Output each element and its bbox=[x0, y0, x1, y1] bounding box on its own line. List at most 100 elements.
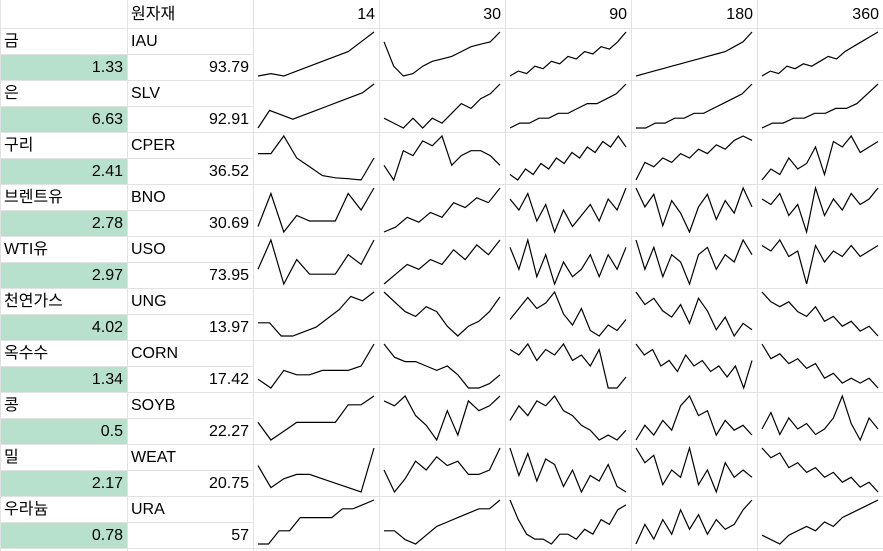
sparkline bbox=[761, 185, 879, 235]
sparkline bbox=[509, 31, 627, 77]
sparkline bbox=[761, 31, 879, 77]
commodity-name: 밀 bbox=[4, 448, 19, 466]
sparkline bbox=[761, 134, 879, 181]
change-cell bbox=[0, 418, 127, 444]
sparkline bbox=[635, 135, 753, 181]
change-value: 2.41 bbox=[92, 163, 123, 180]
commodity-name: 은 bbox=[4, 84, 19, 102]
change-value: 1.34 bbox=[92, 371, 123, 388]
ticker: WEAT bbox=[131, 449, 176, 466]
sparkline bbox=[509, 395, 627, 441]
price: 36.52 bbox=[209, 163, 249, 180]
price: 22.27 bbox=[209, 423, 249, 440]
sparkline bbox=[761, 343, 879, 389]
change-value: 2.78 bbox=[92, 215, 123, 232]
ticker: UNG bbox=[131, 293, 167, 310]
sparkline bbox=[383, 134, 501, 182]
sparkline bbox=[761, 499, 879, 545]
change-value: 2.97 bbox=[92, 267, 123, 284]
sparkline bbox=[635, 186, 753, 234]
sparkline bbox=[761, 238, 879, 285]
price: 93.79 bbox=[209, 59, 249, 76]
sparkline bbox=[509, 290, 627, 337]
ticker: CORN bbox=[131, 345, 178, 362]
change-cell bbox=[0, 210, 127, 236]
sparkline bbox=[509, 447, 627, 494]
sparkline bbox=[509, 187, 627, 234]
sparkline bbox=[509, 499, 627, 545]
change-value: 0.78 bbox=[92, 527, 123, 544]
sparkline bbox=[761, 447, 879, 493]
commodity-name: WTI유 bbox=[4, 241, 48, 258]
change-cell bbox=[0, 470, 127, 496]
period-header: 180 bbox=[726, 6, 753, 23]
price: 92.91 bbox=[209, 111, 249, 128]
commodity-name: 천연가스 bbox=[4, 292, 63, 310]
commodity-name: 콩 bbox=[4, 397, 19, 414]
sparkline bbox=[383, 239, 501, 285]
ticker: SLV bbox=[131, 85, 160, 102]
period-header: 30 bbox=[483, 6, 501, 23]
price: 20.75 bbox=[209, 475, 249, 492]
sparkline bbox=[509, 83, 627, 129]
change-value: 4.02 bbox=[92, 319, 123, 336]
sparkline bbox=[257, 187, 375, 234]
price: 30.69 bbox=[209, 215, 249, 232]
sparkline bbox=[761, 394, 879, 442]
period-header: 14 bbox=[357, 6, 375, 23]
header-label: 원자재 bbox=[131, 5, 175, 23]
sparkline bbox=[635, 499, 753, 545]
sparkline bbox=[258, 291, 375, 337]
sparkline bbox=[384, 499, 501, 545]
ticker: CPER bbox=[131, 137, 175, 154]
price: 13.97 bbox=[209, 319, 249, 336]
ticker: USO bbox=[131, 241, 166, 258]
commodity-name: 우라늄 bbox=[4, 500, 48, 518]
sparkline bbox=[383, 395, 501, 442]
sparkline bbox=[636, 83, 753, 129]
commodity-name: 금 bbox=[4, 33, 19, 50]
change-cell bbox=[0, 158, 127, 184]
period-header: 360 bbox=[852, 6, 879, 23]
sparkline bbox=[635, 394, 753, 441]
sparkline bbox=[383, 343, 501, 389]
change-cell bbox=[0, 522, 127, 548]
sparkline bbox=[383, 31, 501, 77]
sparkline bbox=[257, 83, 375, 129]
sparkline bbox=[509, 134, 627, 181]
sparkline bbox=[383, 447, 501, 494]
sparkline bbox=[383, 291, 501, 337]
change-value: 2.17 bbox=[92, 475, 123, 492]
sparkline bbox=[761, 83, 879, 129]
sparkline bbox=[509, 237, 627, 286]
sparkline bbox=[257, 447, 375, 493]
sparkline bbox=[635, 31, 753, 77]
sparkline bbox=[258, 134, 375, 181]
sparkline bbox=[257, 395, 375, 441]
sparkline bbox=[383, 83, 501, 129]
sparkline bbox=[257, 343, 375, 389]
sparkline bbox=[509, 342, 627, 389]
price: 57 bbox=[231, 527, 249, 544]
change-cell bbox=[0, 314, 127, 340]
ticker: BNO bbox=[131, 189, 166, 206]
sparkline bbox=[257, 238, 375, 286]
sparkline bbox=[257, 31, 375, 77]
ticker: IAU bbox=[131, 33, 158, 50]
change-value: 0.5 bbox=[101, 423, 123, 440]
commodity-name: 브렌트유 bbox=[4, 188, 63, 206]
commodity-name: 구리 bbox=[4, 136, 33, 154]
commodity-name: 옥수수 bbox=[4, 344, 48, 362]
change-cell bbox=[0, 106, 127, 132]
change-value: 1.33 bbox=[92, 59, 123, 76]
ticker: URA bbox=[131, 501, 165, 518]
sparkline bbox=[635, 445, 753, 494]
sparkline bbox=[761, 291, 879, 337]
sparkline bbox=[635, 291, 753, 338]
price: 73.95 bbox=[209, 267, 249, 284]
sparkline bbox=[383, 187, 501, 233]
change-value: 6.63 bbox=[92, 111, 123, 128]
change-cell bbox=[0, 54, 127, 80]
